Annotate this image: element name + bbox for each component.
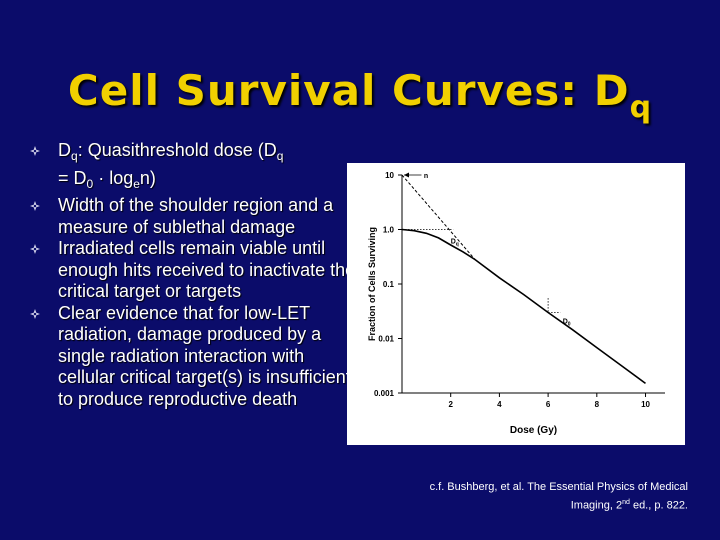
fleur-diamond-icon [30, 244, 40, 254]
x-tick-label: 4 [497, 400, 502, 409]
citation: c.f. Bushberg, et al. The Essential Phys… [429, 481, 688, 512]
survival-curve-chart: 10 1.0 0.1 0.01 0.001 2 4 6 8 10 Dose (Gy) Fraction… [347, 163, 685, 445]
fleur-diamond-icon [30, 201, 40, 211]
n-arrow-head [404, 172, 409, 178]
bullet-item-low-let-evidence: Clear evidence that for low-LET radiatio… [30, 303, 365, 411]
y-tick-label: 10 [385, 171, 394, 180]
fleur-diamond-icon [30, 308, 40, 319]
slide-title: Cell Survival Curves: Dq [67, 66, 653, 125]
x-tick-label: 10 [641, 400, 650, 409]
fleur-diamond-icon [30, 146, 40, 156]
y-tick-label: 0.01 [378, 335, 394, 344]
chart-svg: 10 1.0 0.1 0.01 0.001 2 4 6 8 10 Dose (Gy) Fraction… [367, 171, 665, 436]
annotation-d0: D0 [563, 319, 571, 328]
annotation-n: n [424, 173, 428, 180]
x-axis-label: Dose (Gy) [510, 425, 557, 436]
bullet-item-dq-definition: Dq: Quasithreshold dose (Dq = D0 · logen… [30, 140, 365, 195]
x-tick-label: 6 [546, 400, 551, 409]
annotation-dq: Dq [451, 239, 459, 248]
annotation-subscript: q [456, 242, 459, 248]
x-tick-label: 2 [448, 400, 453, 409]
survival-curve-line [401, 228, 646, 385]
x-tick-label: 8 [595, 400, 600, 409]
y-tick-label: 0.001 [374, 389, 395, 398]
y-axis-label: Fraction of Cells Surviving [367, 227, 377, 341]
extrapolation-line [401, 174, 476, 260]
annotation-subscript: 0 [568, 322, 571, 328]
bullet-list: Dq: Quasithreshold dose (Dq = D0 · logen… [30, 140, 365, 410]
y-tick-label: 0.1 [383, 280, 395, 289]
bullet-item-viable-cells: Irradiated cells remain viable until eno… [30, 238, 365, 303]
bullet-item-shoulder-width: Width of the shoulder region and a measu… [30, 195, 365, 238]
y-tick-label: 1.0 [383, 226, 395, 235]
